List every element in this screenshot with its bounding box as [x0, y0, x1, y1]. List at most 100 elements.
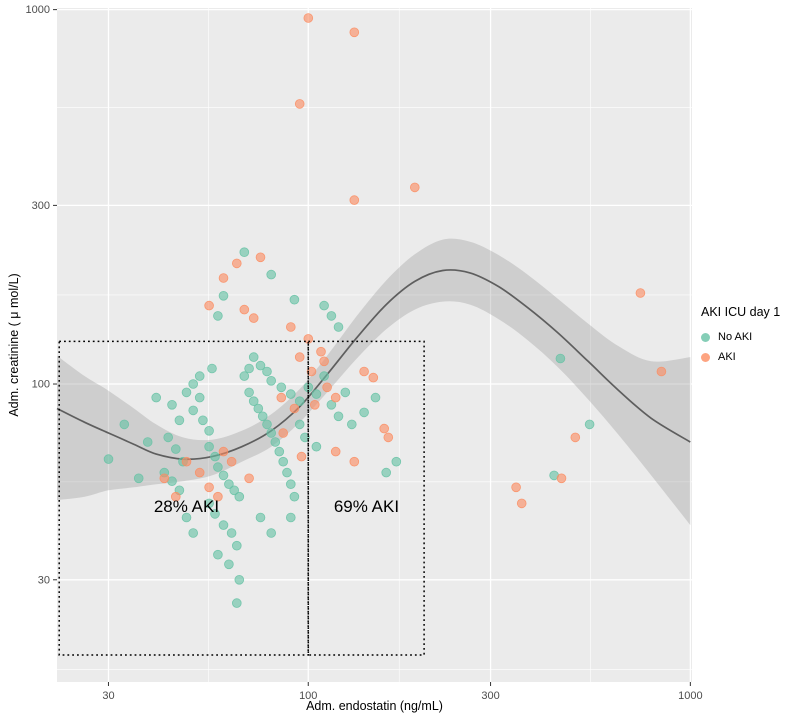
scatter-point-no-aki: [266, 428, 277, 438]
scatter-point-no-aki: [234, 574, 245, 585]
scatter-point-aki: [213, 491, 223, 502]
scatter-point-aki: [635, 288, 646, 298]
scatter-point-no-aki: [213, 462, 223, 472]
scatter-point-no-aki: [311, 441, 322, 452]
scatter-point-aki: [316, 346, 326, 357]
scatter-point-no-aki: [232, 540, 242, 551]
legend-key-aki-icon: [701, 352, 710, 362]
scatter-point-aki: [296, 451, 307, 462]
scatter-point-no-aki: [584, 419, 595, 430]
scatter-point-aki: [289, 403, 300, 414]
scatter-point-no-aki: [294, 419, 305, 430]
scatter-point-no-aki: [119, 419, 130, 430]
scatter-point-aki: [359, 366, 369, 377]
scatter-point-no-aki: [239, 371, 250, 381]
scatter-point-aki: [278, 428, 289, 438]
scatter-point-no-aki: [285, 389, 296, 399]
scatter-point-no-aki: [370, 392, 381, 403]
scatter-point-no-aki: [340, 387, 351, 398]
scatter-point-no-aki: [555, 353, 566, 364]
scatter-point-no-aki: [229, 485, 240, 496]
scatter-point-aki: [159, 473, 170, 484]
scatter-point-no-aki: [266, 375, 277, 386]
scatter-point-no-aki: [194, 371, 205, 381]
scatter-point-no-aki: [181, 387, 192, 398]
scatter-point-no-aki: [239, 247, 250, 258]
scatter-point-no-aki: [218, 290, 229, 301]
x-axis-title: Adm. endostatin (ng/mL): [306, 699, 443, 713]
scatter-point-aki: [194, 467, 205, 478]
y-axis-title: Adm. creatinine ( μ mol/L): [7, 273, 21, 417]
scatter-point-no-aki: [213, 549, 223, 560]
scatter-point-no-aki: [285, 479, 296, 490]
scatter-point-aki: [383, 432, 394, 443]
scatter-point-aki: [204, 300, 214, 311]
scatter-point-aki: [368, 372, 379, 383]
scatter-point-no-aki: [224, 479, 234, 490]
scatter-point-no-aki: [207, 363, 217, 374]
annotation-28-aki: 28% AKI: [153, 496, 220, 516]
scatter-point-aki: [330, 446, 341, 457]
scatter-point-no-aki: [188, 528, 199, 538]
scatter-point-aki: [330, 392, 341, 403]
y-tick-label: 100: [32, 379, 50, 391]
scatter-point-no-aki: [234, 491, 245, 502]
y-tick-label: 1000: [26, 4, 50, 16]
dotted-annotation-box: [58, 340, 309, 656]
scatter-point-no-aki: [232, 598, 242, 608]
x-tick-label: 300: [481, 690, 499, 702]
scatter-point-no-aki: [103, 454, 114, 464]
scatter-point-no-aki: [270, 437, 281, 447]
scatter-point-no-aki: [171, 444, 181, 454]
scatter-point-no-aki: [188, 405, 199, 416]
scatter-point-aki: [656, 366, 667, 377]
scatter-point-no-aki: [262, 419, 272, 430]
legend: AKI ICU day 1 No AKI AKI: [701, 305, 780, 371]
scatter-point-no-aki: [204, 441, 214, 452]
scatter-point-no-aki: [326, 311, 337, 321]
scatter-point-no-aki: [289, 294, 300, 305]
scatter-point-no-aki: [257, 411, 268, 422]
scatter-point-no-aki: [188, 379, 199, 389]
scatter-point-no-aki: [167, 399, 177, 410]
scatter-point-no-aki: [333, 322, 344, 332]
scatter-point-aki: [294, 99, 305, 109]
y-tick-label: 30: [38, 574, 50, 586]
legend-item-aki: AKI: [701, 351, 780, 363]
scatter-point-no-aki: [319, 371, 329, 381]
legend-item-no-aki: No AKI: [701, 331, 780, 343]
scatter-point-aki: [556, 473, 567, 484]
x-tick-label: 100: [299, 690, 317, 702]
scatter-point-aki: [349, 456, 360, 467]
scatter-point-no-aki: [311, 389, 322, 399]
scatter-point-no-aki: [381, 467, 392, 478]
scatter-point-no-aki: [333, 411, 344, 422]
scatter-point-no-aki: [194, 392, 205, 403]
scatter-point-aki: [181, 456, 192, 467]
smooth-curve: [56, 269, 691, 461]
scatter-point-no-aki: [224, 559, 234, 570]
scatter-point-no-aki: [319, 300, 329, 311]
scatter-point-aki: [218, 273, 229, 283]
scatter-point-aki: [171, 491, 181, 502]
scatter-point-no-aki: [294, 396, 305, 407]
scatter-point-no-aki: [300, 432, 310, 443]
scatter-point-aki: [570, 432, 581, 443]
scatter-point-aki: [303, 13, 314, 23]
scatter-point-no-aki: [289, 491, 300, 502]
scatter-point-no-aki: [359, 407, 369, 418]
scatter-point-no-aki: [255, 360, 266, 371]
scatter-point-no-aki: [181, 512, 192, 523]
scatter-point-no-aki: [276, 382, 287, 393]
scatter-point-no-aki: [248, 352, 259, 362]
scatter-point-aki: [276, 392, 287, 403]
scatter-point-no-aki: [391, 456, 402, 467]
scatter-point-no-aki: [248, 396, 259, 407]
scatter-point-no-aki: [226, 528, 237, 538]
scatter-point-aki: [379, 423, 390, 434]
scatter-point-no-aki: [142, 437, 153, 447]
legend-label-no-aki: No AKI: [718, 331, 753, 343]
scatter-point-aki: [516, 498, 527, 509]
scatter-point-no-aki: [253, 403, 264, 414]
